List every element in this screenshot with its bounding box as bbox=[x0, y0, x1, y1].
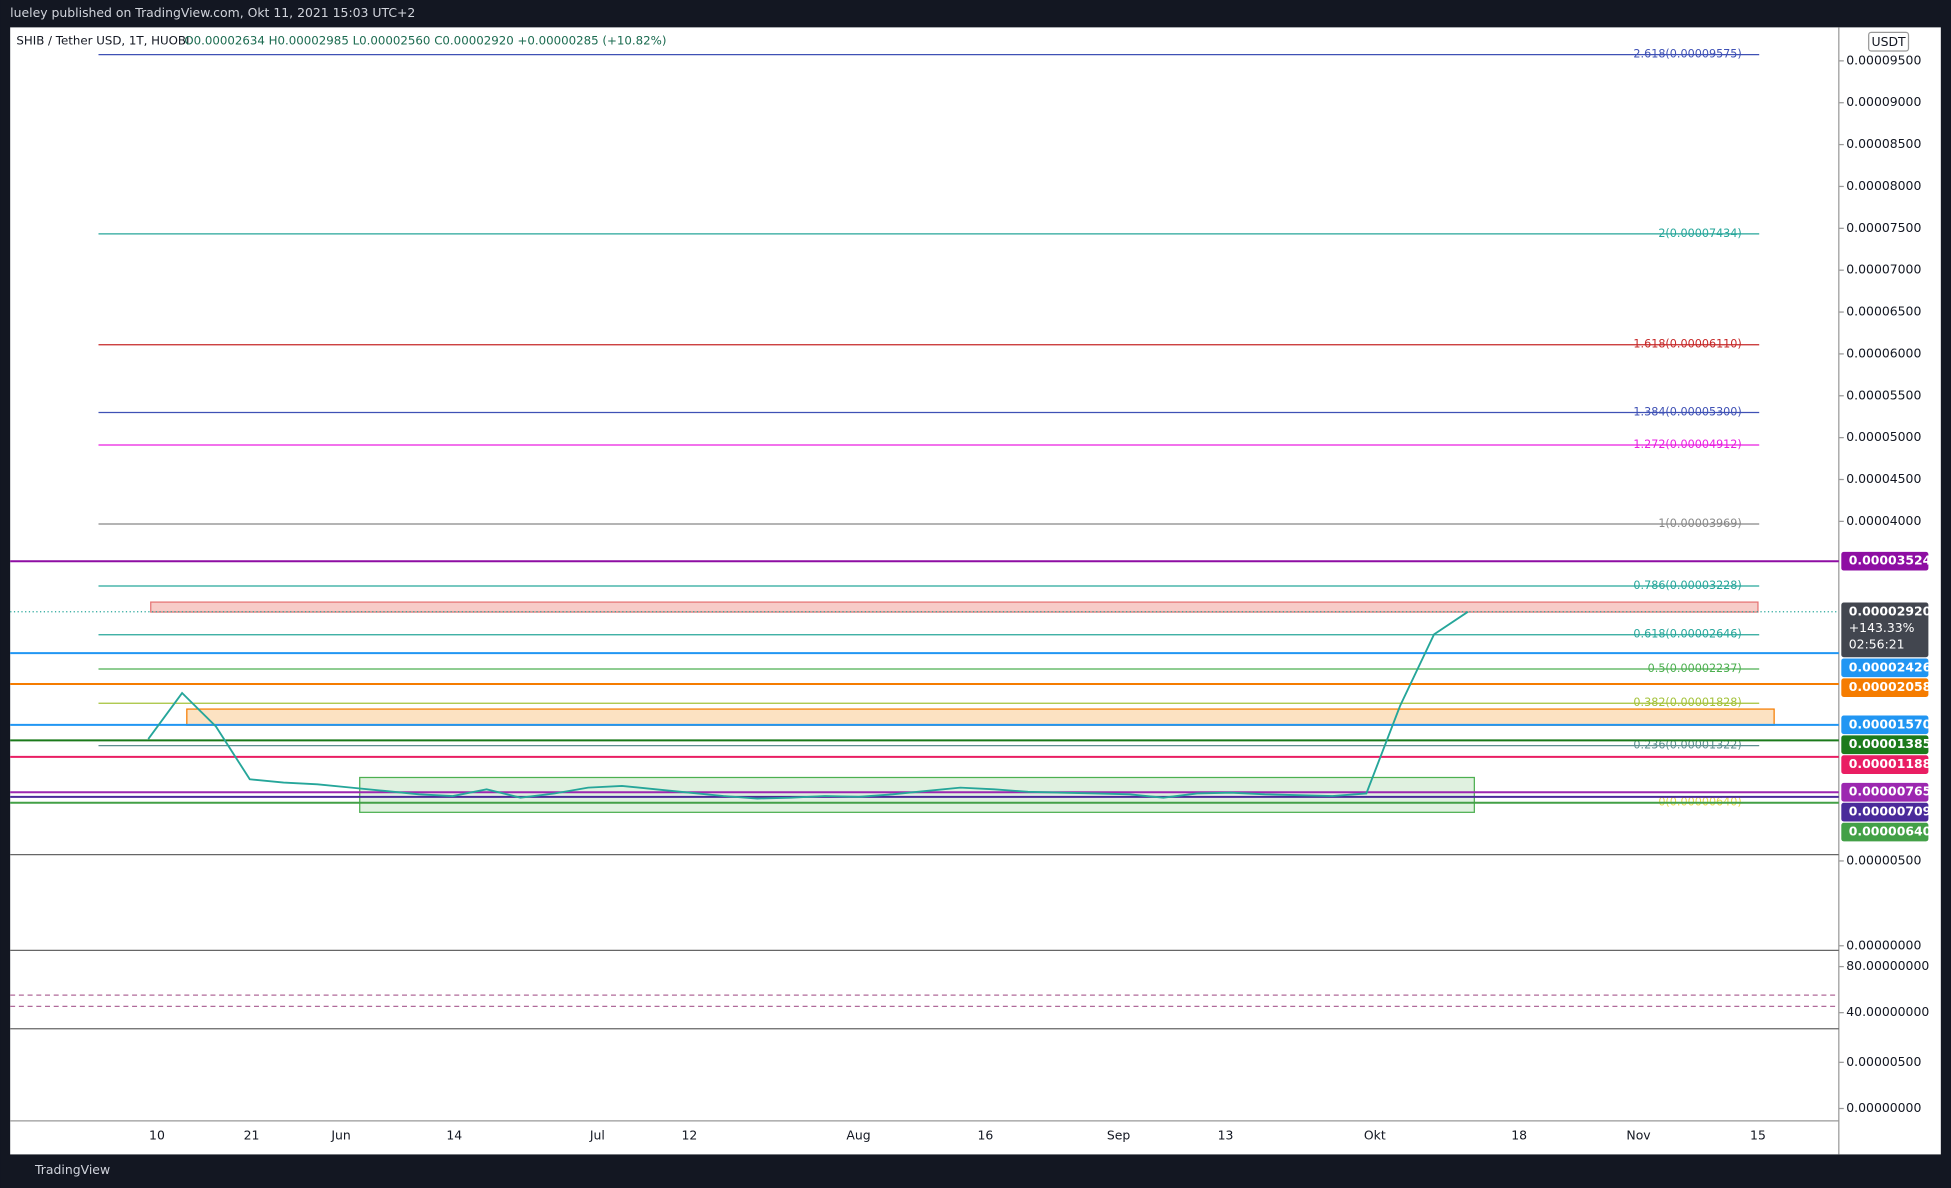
x-tick-label: 15 bbox=[1750, 1127, 1766, 1142]
x-tick-label: 16 bbox=[978, 1127, 994, 1142]
y-tick-label: 0.00008000 bbox=[1846, 178, 1921, 193]
y-tick-label: 0.00004000 bbox=[1846, 513, 1921, 528]
fib-label: 0.5(0.00002237) bbox=[1648, 662, 1742, 675]
symbol: SHIB / Tether USD, 1T, HUOBI bbox=[16, 34, 189, 48]
badge-label: 0.00001570 bbox=[1849, 716, 1932, 731]
pane-tick-label: 0.00000500 bbox=[1846, 852, 1921, 867]
price-line bbox=[147, 611, 1469, 800]
fib-label: 1.272(0.00004912) bbox=[1633, 438, 1741, 451]
x-tick-label: 12 bbox=[681, 1127, 697, 1142]
fib-label: 0.618(0.00002646) bbox=[1633, 628, 1741, 641]
y-tick-label: 0.00009000 bbox=[1846, 94, 1921, 109]
badge-label: 0.00003524 bbox=[1849, 553, 1932, 568]
x-tick-label: 21 bbox=[244, 1127, 260, 1142]
pane-tick-label: 0.00000000 bbox=[1846, 937, 1921, 952]
fib-label: 2.618(0.00009575) bbox=[1633, 48, 1741, 61]
pane-tick-label: 80.00000000 bbox=[1846, 958, 1929, 973]
price-badge bbox=[1841, 735, 1929, 755]
y-tick-label: 0.00007500 bbox=[1846, 220, 1921, 235]
fib-label: 0.382(0.00001828) bbox=[1633, 696, 1741, 709]
x-tick-label: Jun bbox=[330, 1127, 350, 1142]
fib-label: 1(0.00003969) bbox=[1658, 517, 1741, 530]
y-tick-label: 0.00007000 bbox=[1846, 262, 1921, 277]
price-badge bbox=[1841, 678, 1929, 698]
badge-label: 0.00000765 bbox=[1849, 784, 1932, 799]
x-tick-label: Jul bbox=[589, 1127, 605, 1142]
fib-label: 0.786(0.00003228) bbox=[1633, 579, 1741, 592]
price-badge bbox=[1841, 715, 1929, 735]
chart-area bbox=[10, 27, 1941, 1155]
x-tick-label: Nov bbox=[1626, 1127, 1650, 1142]
fib-label: 1.618(0.00006110) bbox=[1633, 338, 1741, 351]
x-tick-label: 10 bbox=[149, 1127, 165, 1142]
y-tick-label: 0.00006000 bbox=[1846, 345, 1921, 360]
footer-logo: TradingView bbox=[34, 1162, 110, 1177]
price-badge bbox=[1841, 782, 1929, 802]
badge-label: 0.00000709 bbox=[1849, 804, 1932, 819]
pane-tick-label: 40.00000000 bbox=[1846, 1004, 1929, 1019]
badge-label: 0.00002920 bbox=[1849, 603, 1932, 618]
currency-box bbox=[1868, 31, 1910, 52]
header: lueley published on TradingView.com, Okt… bbox=[10, 5, 415, 20]
currency: USDT bbox=[1872, 34, 1907, 49]
y-tick-label: 0.00004500 bbox=[1846, 471, 1921, 486]
price-badge bbox=[1841, 551, 1929, 571]
fib-label: 0.236(0.00001322) bbox=[1633, 739, 1741, 752]
support-zone bbox=[186, 708, 1775, 726]
last-price-badge bbox=[1841, 602, 1929, 658]
y-tick-label: 0.00009500 bbox=[1846, 52, 1921, 67]
price-badge bbox=[1841, 658, 1929, 678]
badge-label: 0.00001385 bbox=[1849, 736, 1932, 751]
x-tick-label: Aug bbox=[846, 1127, 870, 1142]
fib-label: 1.384(0.00005300) bbox=[1633, 406, 1741, 419]
x-tick-label: Sep bbox=[1107, 1127, 1131, 1142]
badge-label: 0.00000640 bbox=[1849, 824, 1932, 839]
badge-label: 0.00002426 bbox=[1849, 659, 1932, 674]
y-tick-label: 0.00005000 bbox=[1846, 429, 1921, 444]
x-tick-label: 14 bbox=[446, 1127, 462, 1142]
badge-change: +143.33% bbox=[1849, 620, 1915, 635]
fib-label: 2(0.00007434) bbox=[1658, 227, 1741, 240]
x-tick-label: 13 bbox=[1218, 1127, 1234, 1142]
badge-label: 0.00002058 bbox=[1849, 679, 1932, 694]
price-badge bbox=[1841, 802, 1929, 822]
y-tick-label: 0.00006500 bbox=[1846, 304, 1921, 319]
price-badge bbox=[1841, 822, 1929, 842]
badge-label: 0.00001188 bbox=[1849, 756, 1932, 771]
price-badge bbox=[1841, 755, 1929, 774]
x-tick-label: 18 bbox=[1511, 1127, 1527, 1142]
badge-countdown: 02:56:21 bbox=[1849, 636, 1905, 651]
y-tick-label: 0.00005500 bbox=[1846, 387, 1921, 402]
x-tick-label: Okt bbox=[1364, 1127, 1386, 1142]
pane-tick-label: 0.00000000 bbox=[1846, 1100, 1921, 1115]
pane-tick-label: 0.00000500 bbox=[1846, 1054, 1921, 1069]
y-tick-label: 0.00008500 bbox=[1846, 136, 1921, 151]
ohlc: O0.00002634 H0.00002985 L0.00002560 C0.0… bbox=[184, 34, 666, 48]
resistance-zone bbox=[150, 601, 1759, 613]
